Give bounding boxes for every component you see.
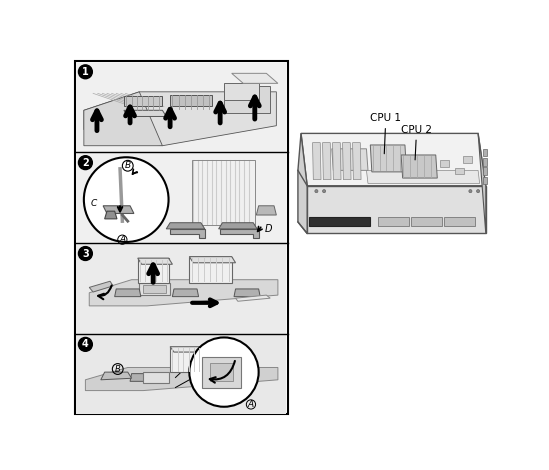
Polygon shape: [170, 347, 205, 372]
Text: 3: 3: [82, 249, 89, 259]
Polygon shape: [203, 357, 241, 387]
Bar: [224, 86, 270, 113]
Polygon shape: [84, 92, 276, 146]
Polygon shape: [115, 289, 141, 297]
Polygon shape: [170, 229, 205, 238]
Circle shape: [323, 189, 326, 193]
Bar: [483, 167, 488, 175]
Polygon shape: [103, 206, 134, 213]
Polygon shape: [170, 95, 212, 106]
Bar: [76, 244, 287, 334]
Polygon shape: [333, 142, 341, 180]
Circle shape: [469, 189, 472, 193]
Circle shape: [84, 157, 169, 242]
Polygon shape: [298, 133, 307, 234]
Bar: [76, 335, 287, 414]
Polygon shape: [138, 258, 169, 283]
Polygon shape: [210, 363, 233, 381]
Polygon shape: [143, 372, 169, 383]
Text: B: B: [125, 161, 131, 170]
Text: D: D: [265, 224, 272, 234]
Polygon shape: [139, 283, 170, 295]
Circle shape: [79, 247, 92, 260]
Circle shape: [79, 65, 92, 79]
Polygon shape: [101, 372, 132, 380]
Circle shape: [79, 156, 92, 170]
Polygon shape: [352, 142, 361, 180]
Polygon shape: [236, 295, 270, 301]
Circle shape: [189, 337, 259, 407]
Polygon shape: [143, 285, 166, 293]
Bar: [411, 217, 442, 226]
Text: 2: 2: [82, 157, 89, 168]
Polygon shape: [307, 186, 486, 234]
Polygon shape: [332, 149, 368, 170]
Text: A: A: [119, 235, 125, 244]
Bar: [455, 168, 464, 174]
Text: A: A: [248, 400, 254, 409]
Text: 4: 4: [82, 339, 89, 349]
Bar: [76, 153, 287, 243]
Polygon shape: [478, 133, 486, 234]
Bar: [75, 61, 288, 414]
Polygon shape: [256, 206, 276, 215]
Bar: [483, 177, 488, 184]
Polygon shape: [189, 257, 232, 283]
Text: CPU 2: CPU 2: [401, 125, 432, 160]
Polygon shape: [189, 257, 236, 263]
Polygon shape: [170, 347, 209, 352]
Polygon shape: [370, 145, 406, 172]
Circle shape: [477, 189, 480, 193]
Text: C: C: [91, 199, 97, 208]
Polygon shape: [166, 223, 205, 229]
Text: B: B: [115, 365, 121, 374]
Polygon shape: [232, 73, 278, 83]
Bar: [76, 63, 287, 152]
Bar: [293, 61, 488, 414]
Polygon shape: [138, 258, 172, 264]
Polygon shape: [130, 374, 163, 381]
Polygon shape: [219, 223, 257, 229]
Polygon shape: [234, 289, 260, 297]
Polygon shape: [220, 229, 259, 238]
Bar: [440, 160, 449, 166]
Bar: [192, 160, 255, 225]
Bar: [444, 217, 475, 226]
Circle shape: [79, 337, 92, 351]
Polygon shape: [105, 211, 117, 219]
Polygon shape: [312, 142, 321, 180]
Bar: [224, 83, 259, 100]
Polygon shape: [366, 170, 480, 183]
Polygon shape: [89, 280, 278, 306]
Polygon shape: [89, 281, 113, 292]
Text: 1: 1: [82, 67, 89, 77]
Polygon shape: [343, 142, 351, 180]
Bar: [483, 158, 488, 166]
Polygon shape: [86, 368, 278, 391]
Polygon shape: [323, 142, 331, 180]
Polygon shape: [84, 92, 163, 146]
Polygon shape: [209, 374, 241, 381]
Bar: [463, 157, 472, 163]
Polygon shape: [124, 110, 166, 117]
Polygon shape: [301, 133, 486, 186]
Polygon shape: [172, 289, 199, 297]
Bar: [483, 149, 488, 157]
Polygon shape: [124, 96, 163, 106]
Polygon shape: [401, 155, 438, 178]
Circle shape: [315, 189, 318, 193]
Bar: [378, 217, 409, 226]
Text: CPU 1: CPU 1: [370, 113, 401, 154]
Bar: [309, 217, 370, 226]
